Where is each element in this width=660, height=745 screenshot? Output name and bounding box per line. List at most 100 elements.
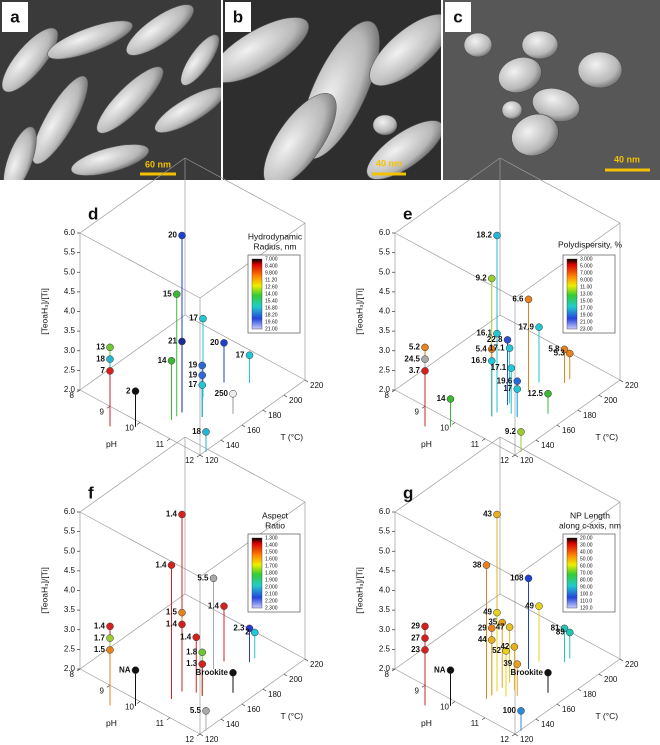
colorbar-label: 60.00 [580,563,593,569]
t-tick [556,424,561,428]
colorbar-label: 2.200 [265,598,278,604]
ph-tick-label: 8 [385,391,390,400]
point-label: 44 [478,635,487,644]
z-tick-label: 5.0 [64,267,76,276]
box-edge [394,436,501,513]
point-label: 1.4 [166,620,178,629]
point-label: 6.6 [512,294,524,303]
t-tick-label: 140 [541,720,555,729]
data-point [167,561,176,569]
ph-tick [166,438,171,442]
data-point [229,390,237,398]
ph-tick [451,422,456,425]
point-label: 52 [492,646,501,655]
colorbar-label: 12.60 [265,284,278,290]
t-tick-label: 140 [226,441,240,450]
data-point [202,428,210,436]
ph-tick-label: 12 [185,456,194,465]
z-tick-label: 4.0 [64,586,76,595]
point-label: 15 [163,289,172,298]
box-edge [394,232,516,299]
point-label: 2 [126,386,131,395]
point-label: 5.5 [190,706,202,715]
x-axis-title: pH [421,718,432,728]
box-edge [499,157,621,224]
z-tick-label: 3.0 [64,625,76,634]
ph-tick-label: 12 [185,735,194,744]
colorbar-label: 50.00 [580,556,593,562]
label-box [445,2,471,32]
ph-tick [196,733,201,737]
t-tick-label: 120 [205,456,219,465]
z-tick-label: 6.0 [64,507,76,516]
box-edge [79,511,201,578]
colorbar-label: 18.20 [265,312,278,318]
panel-letter: b [233,7,243,26]
ph-tick [511,454,516,458]
panel-letter: f [88,483,94,502]
z-tick-label: 3.0 [64,346,76,355]
point-label: 29 [411,621,420,630]
z-tick-label: 2.5 [64,644,76,653]
data-point [131,666,140,674]
point-label: 19.6 [497,376,513,385]
colorbar-label: 7.000 [580,270,593,276]
legend-title: Polydispersity, % [558,239,623,249]
box-edge [394,157,501,234]
data-point [560,624,569,633]
data-point [488,357,496,365]
z-tick-label: 4.5 [379,566,391,575]
ph-tick-label: 11 [471,719,480,728]
box-edge [394,511,516,578]
data-point [106,367,114,375]
colorbar-label: 1.900 [265,577,278,583]
scale-label: 60 nm [145,159,171,169]
point-label: 1.4 [166,510,178,519]
point-label: 47 [496,622,505,631]
colorbar-label: 15.00 [580,298,593,304]
data-point [421,355,429,363]
legend-title: NP Length [570,510,610,520]
data-point [421,634,429,642]
data-point [505,623,514,631]
colorbar-label: 11.20 [265,277,277,283]
sem-image-b [223,0,441,180]
point-label: 1.8 [186,647,198,656]
data-point [513,385,521,393]
data-point [524,574,533,583]
colorbar-label: 110.0 [580,598,592,604]
t-tick [535,718,540,722]
data-point [488,345,496,353]
point-label: 13 [96,342,105,351]
point-label: 19 [188,370,197,379]
t-tick [199,733,204,737]
ph-tick-label: 10 [125,703,134,712]
ph-tick-label: 9 [100,686,105,695]
point-label: 2 [245,628,250,637]
point-label: NA [434,665,446,674]
point-label: 42 [500,642,509,651]
box-edge [79,157,186,234]
ph-tick [76,668,81,672]
z-tick-label: 5.5 [64,248,76,257]
x-axis-title: pH [421,439,432,449]
data-point [517,707,525,715]
data-point [178,510,186,519]
colorbar-label: 23.00 [580,326,593,332]
point-label: 9.2 [476,274,488,283]
t-tick [241,424,246,428]
colorbar-label: 1.300 [265,535,278,541]
data-point [106,343,114,352]
t-tick-label: 140 [226,720,240,729]
point-label: 5.2 [409,342,421,351]
data-point [544,669,552,677]
colorbar [566,258,578,330]
point-label: 9.2 [505,427,517,436]
colorbar-label: 120.0 [580,605,593,611]
box-edge [499,314,621,381]
data-point [106,646,114,654]
t-tick-label: 180 [268,690,282,699]
data-point [446,395,455,403]
data-point [421,622,429,631]
point-label: 5.8 [548,344,560,353]
